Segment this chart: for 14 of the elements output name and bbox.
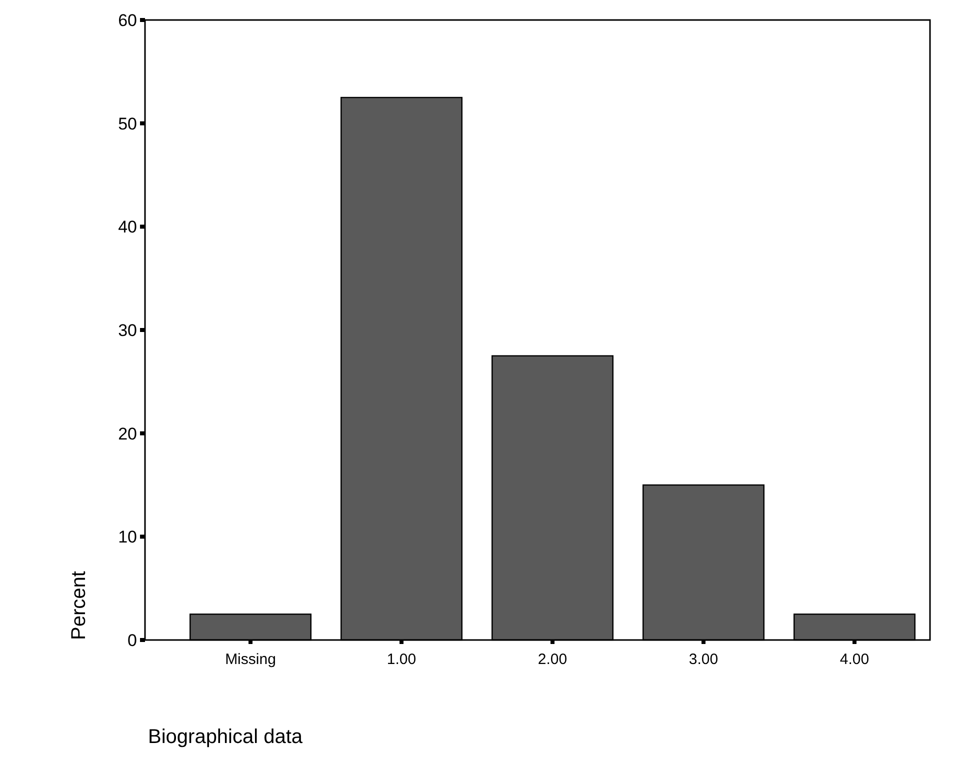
x-tick-label: 1.00	[386, 651, 416, 668]
y-tick-label: 50	[118, 114, 137, 134]
x-tick-label: 3.00	[688, 651, 718, 668]
y-tick-label: 20	[118, 424, 137, 444]
y-tick-label: 10	[118, 528, 137, 547]
y-tick-label: 40	[118, 218, 137, 237]
y-tick-label: 0	[128, 630, 137, 650]
x-tick-label: Missing	[225, 651, 276, 668]
y-tick-label: 30	[118, 320, 137, 340]
y-axis-title: Percent	[68, 570, 90, 640]
x-tick-label: 4.00	[840, 651, 870, 668]
x-axis-title: Biographical data	[148, 726, 304, 748]
y-tick-label: 60	[118, 10, 137, 30]
x-tick-label: 2.00	[538, 651, 568, 668]
